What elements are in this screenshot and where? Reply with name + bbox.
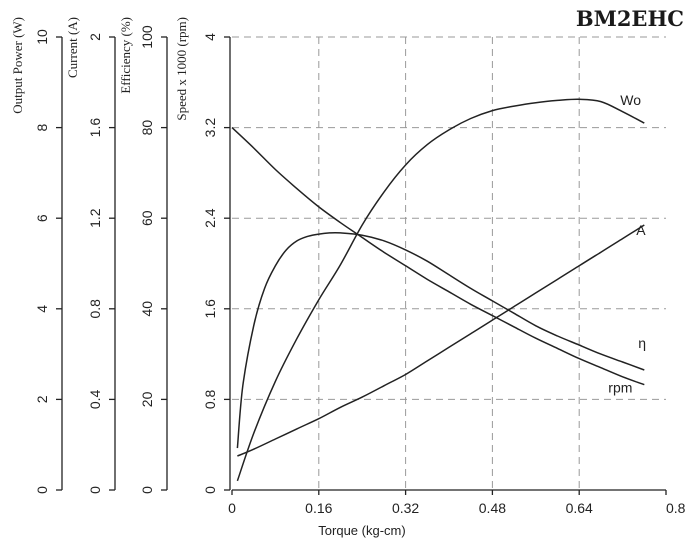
y-tick-label-speed: 0.8	[202, 389, 218, 409]
y-tick-label-efficiency: 40	[139, 301, 155, 317]
x-tick-label: 0.16	[305, 500, 332, 516]
curve-label-current: A	[636, 222, 646, 238]
y-tick-label-current: 0	[87, 486, 103, 494]
curve-power	[236, 98, 645, 482]
curve-label-speed: rpm	[608, 380, 632, 396]
y-tick-label-efficiency: 0	[139, 486, 155, 494]
curve-efficiency	[236, 231, 645, 449]
y-tick-label-speed: 1.6	[202, 299, 218, 319]
y-tick-label-current: 0.8	[87, 299, 103, 319]
y-axis-title-current: Current (A)	[65, 17, 80, 78]
x-tick-label: 0.32	[392, 500, 419, 516]
curve-speed	[231, 127, 645, 386]
chart-title: BM2EHC	[576, 6, 684, 31]
y-axis-title-efficiency: Efficiency (%)	[118, 17, 133, 94]
grid-lines	[232, 36, 666, 490]
y-tick-label-speed: 4	[202, 33, 218, 41]
y-tick-label-speed: 0	[202, 486, 218, 494]
y-tick-label-current: 0.4	[87, 389, 103, 409]
y-tick-label-current: 2	[87, 33, 103, 41]
y-tick-label-power: 8	[34, 123, 50, 131]
y-tick-label-speed: 2.4	[202, 208, 218, 228]
x-tick-label: 0.64	[566, 500, 593, 516]
curve-current	[237, 224, 645, 457]
curve-label-power: Wo	[620, 92, 641, 108]
y-tick-label-efficiency: 60	[139, 210, 155, 226]
y-tick-label-current: 1.2	[87, 208, 103, 228]
curves: Wo Aη rpm	[231, 92, 646, 482]
curve-label-efficiency: η	[638, 335, 646, 351]
y-tick-label-efficiency: 100	[139, 25, 155, 49]
y-tick-label-current: 1.6	[87, 118, 103, 138]
axes: 0 0.16 0.32 0.48 0.64 0.8 0 2 4 6 8 10 Output Power …	[10, 17, 686, 516]
y-tick-label-power: 4	[34, 305, 50, 313]
x-tick-label: 0.48	[479, 500, 506, 516]
x-tick-label: 0.8	[666, 500, 686, 516]
y-tick-label-efficiency: 80	[139, 120, 155, 136]
y-tick-label-power: 0	[34, 486, 50, 494]
y-tick-label-efficiency: 20	[139, 391, 155, 407]
x-axis-title: Torque (kg-cm)	[318, 523, 405, 538]
y-tick-label-speed: 3.2	[202, 118, 218, 138]
y-axis-title-speed: Speed x 1000 (rpm)	[174, 17, 189, 121]
y-tick-label-power: 6	[34, 214, 50, 222]
y-tick-label-power: 10	[34, 29, 50, 45]
y-tick-label-power: 2	[34, 395, 50, 403]
y-axis-title-power: Output Power (W)	[10, 17, 25, 114]
x-tick-label: 0	[228, 500, 236, 516]
